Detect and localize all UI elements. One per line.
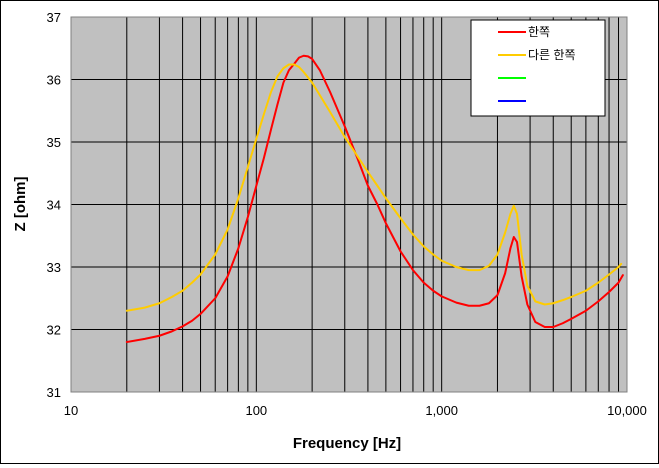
x-axis-label: Frequency [Hz]: [293, 435, 401, 452]
x-tick-label: 10: [64, 403, 78, 418]
y-tick-label: 33: [47, 260, 61, 275]
y-tick-label: 31: [47, 385, 61, 400]
y-tick-label: 35: [47, 135, 61, 150]
legend-label: 다른 한쪽: [528, 48, 576, 62]
x-tick-label: 10,000: [607, 403, 647, 418]
series-line-2: [125, 63, 623, 312]
axes: 31 32 33 34 35 36 37 10 100 1,000 10,000: [47, 10, 647, 418]
series-line-1: [125, 54, 624, 343]
y-tick-label: 32: [47, 323, 61, 338]
x-tick-label: 100: [245, 403, 267, 418]
x-tick-label: 1,000: [425, 403, 458, 418]
legend-label: 한쪽: [528, 25, 550, 39]
plot-border: [70, 16, 628, 393]
gridlines: [71, 17, 627, 392]
y-tick-label: 37: [47, 10, 61, 25]
series-lines: [125, 54, 624, 343]
y-tick-label: 36: [47, 73, 61, 88]
y-tick-label: 34: [47, 198, 61, 213]
legend-box: [470, 19, 606, 117]
y-axis-label: Z [ohm]: [12, 177, 29, 232]
